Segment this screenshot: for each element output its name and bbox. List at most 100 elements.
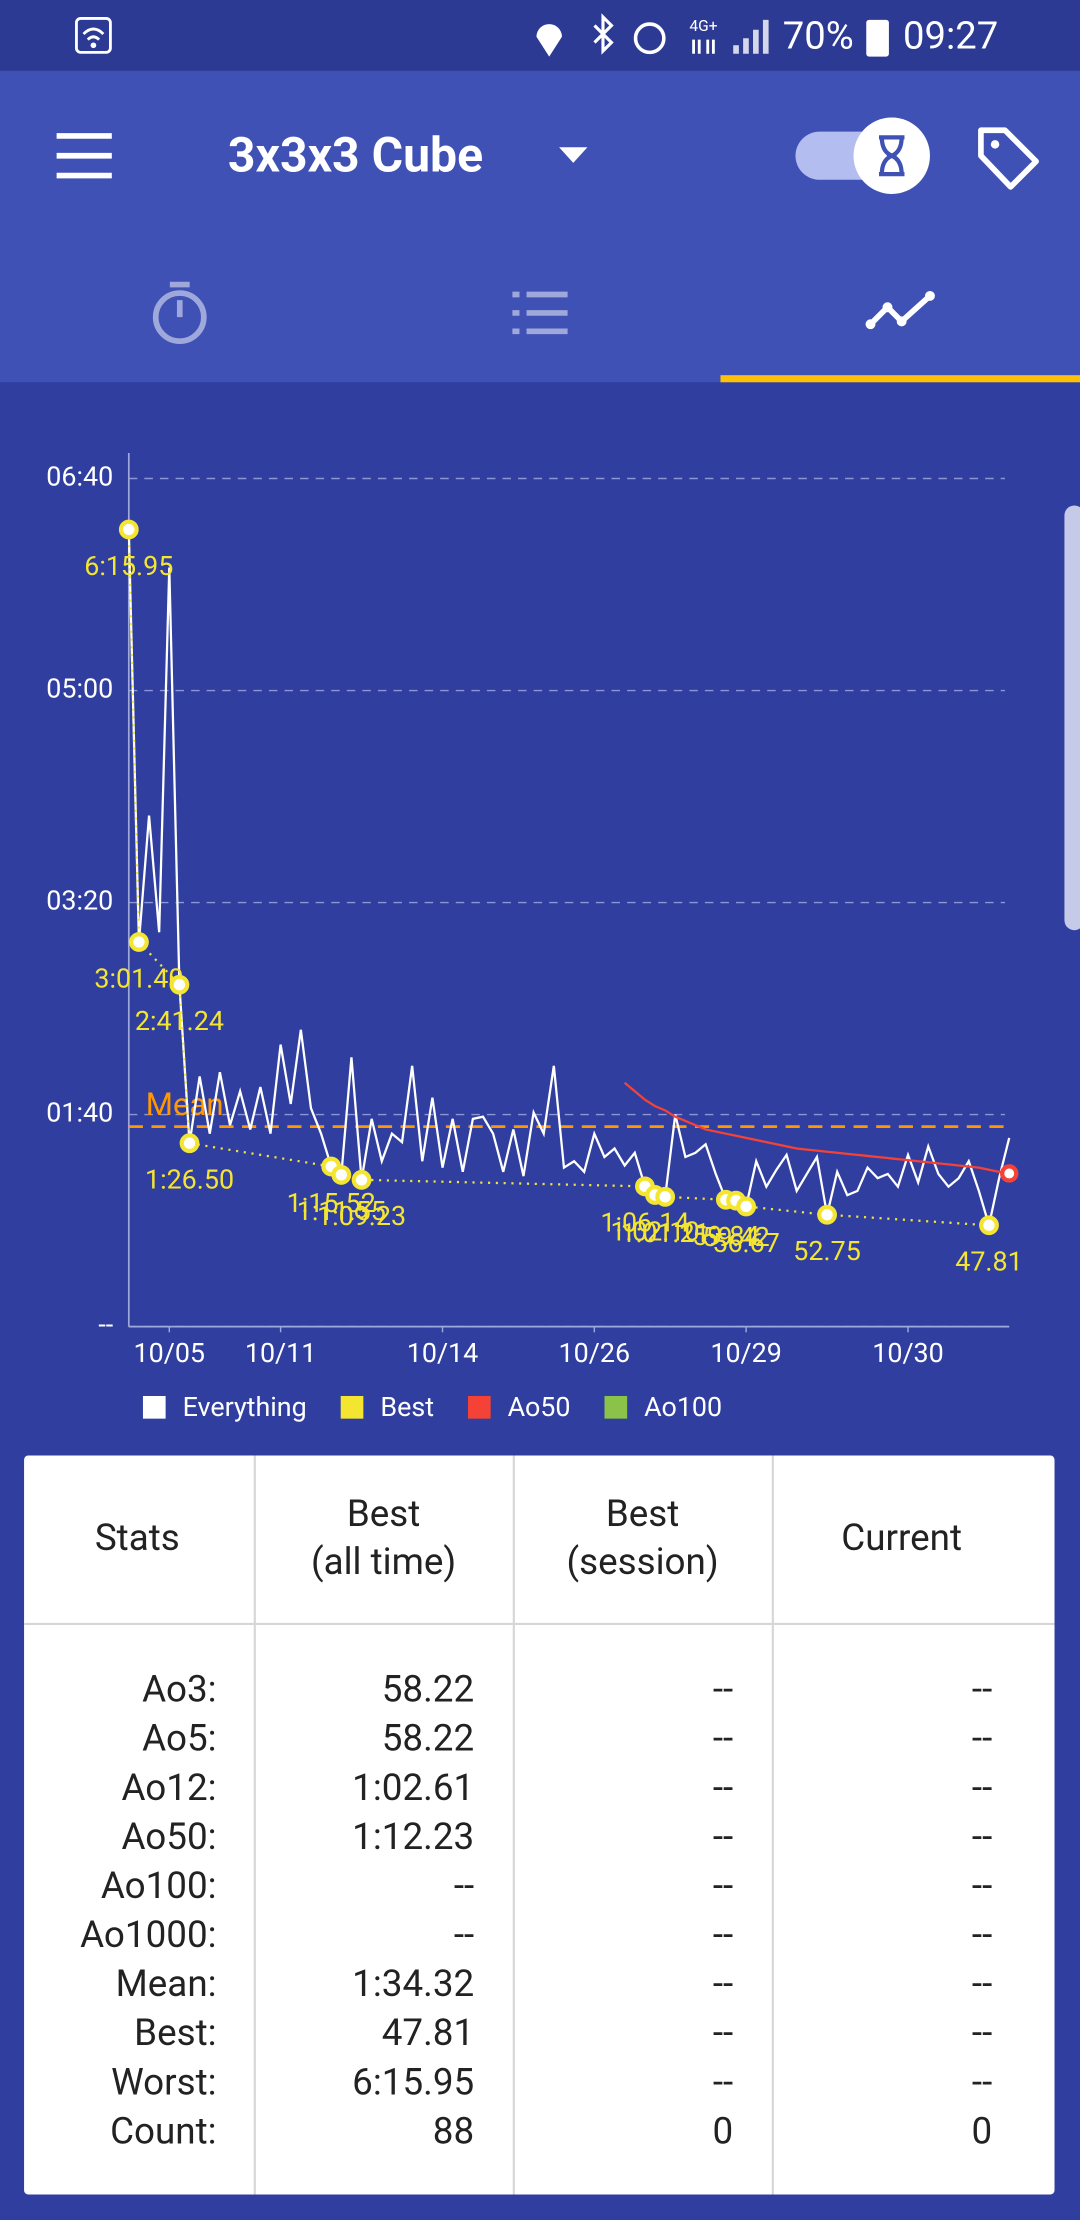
x-tick-label: 10/14 xyxy=(407,1337,479,1369)
table-row-label: Worst: xyxy=(111,2060,216,2103)
best-point xyxy=(169,974,190,995)
chart-icon-dot[interactable] xyxy=(865,319,876,330)
table-row-label: Count: xyxy=(110,2109,216,2152)
x-tick-label: 10/30 xyxy=(872,1337,944,1369)
wifi-icon xyxy=(75,16,112,54)
menu-button[interactable] xyxy=(56,133,112,179)
chart-icon-dot[interactable] xyxy=(882,302,893,313)
table-row-label: Best: xyxy=(134,2011,216,2054)
table-cell: -- xyxy=(713,1864,733,1907)
table-row-label: Ao3: xyxy=(142,1668,216,1711)
list-tab[interactable] xyxy=(512,291,568,335)
wifi-waves xyxy=(82,27,105,41)
menu-icon[interactable] xyxy=(56,133,112,179)
legend-swatch xyxy=(604,1395,628,1419)
table-cell: -- xyxy=(454,1864,474,1907)
best-label: 59.42 xyxy=(702,1221,770,1253)
table-cell: 0 xyxy=(713,2109,734,2152)
timer-tab[interactable] xyxy=(152,281,207,345)
best-label: 56.67 xyxy=(712,1227,780,1259)
y-tick-label: 05:00 xyxy=(46,673,113,705)
hourglass-icon[interactable] xyxy=(879,135,905,177)
best-point xyxy=(736,1196,757,1217)
table-cell: -- xyxy=(713,1913,733,1956)
table-cell: -- xyxy=(454,1913,474,1956)
legend-label: Ao100 xyxy=(644,1391,722,1423)
table-cell: -- xyxy=(713,2060,733,2103)
best-point xyxy=(979,1215,999,1236)
table-cell: -- xyxy=(972,1668,992,1711)
data-arrows xyxy=(692,39,715,54)
timer-hand[interactable] xyxy=(169,281,190,318)
chart-tab[interactable] xyxy=(865,290,935,330)
legend-swatch xyxy=(467,1395,491,1419)
table-cell: -- xyxy=(713,1766,733,1809)
table-header: Stats xyxy=(95,1516,180,1559)
best-point xyxy=(179,1133,200,1154)
tag-hole[interactable] xyxy=(990,140,1000,149)
table-cell: 47.81 xyxy=(382,2011,474,2054)
chart-icon[interactable] xyxy=(868,293,932,327)
signal-icon xyxy=(733,19,769,54)
table-row-label: Ao50: xyxy=(122,1815,217,1858)
series-line xyxy=(127,529,1011,1226)
best-label: 59.84 xyxy=(692,1220,760,1252)
puzzle-title[interactable]: 3x3x3 Cube xyxy=(228,126,483,183)
best-label: 2:41.24 xyxy=(135,1005,224,1037)
y-tick-label: 03:20 xyxy=(46,885,113,917)
table-cell: -- xyxy=(972,1717,992,1760)
clock: 09:27 xyxy=(903,14,998,58)
table-cell: 0 xyxy=(972,2109,993,2152)
best-label: 1:11.55 xyxy=(297,1195,386,1227)
chart-icon-dot[interactable] xyxy=(896,316,907,327)
table-cell: -- xyxy=(713,1962,733,2005)
table-cell: -- xyxy=(713,2011,733,2054)
inspection-toggle[interactable] xyxy=(795,117,930,194)
table-cell: -- xyxy=(972,1766,992,1809)
status-icons: 4G+ 70% 09:27 xyxy=(75,13,998,58)
best-label: 1:02.10 xyxy=(610,1215,699,1247)
x-tick-label: 10/11 xyxy=(245,1337,317,1369)
table-cell: 1:34.32 xyxy=(352,1962,474,2005)
table-header: (all time) xyxy=(311,1540,456,1583)
y-tick-label: 01:40 xyxy=(46,1097,113,1129)
timer-icon[interactable] xyxy=(152,290,207,345)
scroll-handle[interactable] xyxy=(1064,505,1080,931)
list-icon[interactable] xyxy=(512,291,568,335)
table-rules xyxy=(24,1455,1055,2195)
table-row-label: Ao1000: xyxy=(80,1913,216,1956)
legend-swatch xyxy=(340,1395,364,1419)
best-point xyxy=(655,1186,676,1207)
table-header: (session) xyxy=(567,1540,719,1583)
network-label: 4G+ xyxy=(689,17,717,35)
x-tick-label: 10/05 xyxy=(134,1337,206,1369)
ao50-end-marker xyxy=(1000,1164,1019,1183)
table-row-label: Mean: xyxy=(116,1962,217,2005)
table-cell: -- xyxy=(972,1864,992,1907)
table-cell: 58.22 xyxy=(382,1668,474,1711)
table-header: Best xyxy=(606,1492,679,1535)
best-point xyxy=(118,519,139,540)
chart-icon-dot[interactable] xyxy=(925,290,935,301)
table-cell: -- xyxy=(972,1913,992,1956)
table-cell: -- xyxy=(972,2060,992,2103)
wifi-dot xyxy=(90,42,97,49)
table-row-label: Ao100: xyxy=(101,1864,217,1907)
best-label: 52.75 xyxy=(793,1235,861,1267)
table-cell: -- xyxy=(972,2011,992,2054)
x-tick-label: 10/26 xyxy=(559,1337,631,1369)
table-cell: 58.22 xyxy=(382,1717,474,1760)
table-cell: -- xyxy=(713,1717,733,1760)
best-point xyxy=(351,1169,372,1190)
tab-indicator xyxy=(720,375,1080,383)
mean-label: Mean xyxy=(146,1086,224,1123)
tag-icon[interactable] xyxy=(978,127,1039,190)
tag-button[interactable] xyxy=(978,127,1039,190)
y-tick-label: 06:40 xyxy=(46,461,113,493)
best-point xyxy=(817,1204,837,1225)
puzzle-dropdown[interactable] xyxy=(559,147,588,163)
legend-label: Best xyxy=(380,1391,434,1423)
series-line xyxy=(623,1081,1010,1175)
